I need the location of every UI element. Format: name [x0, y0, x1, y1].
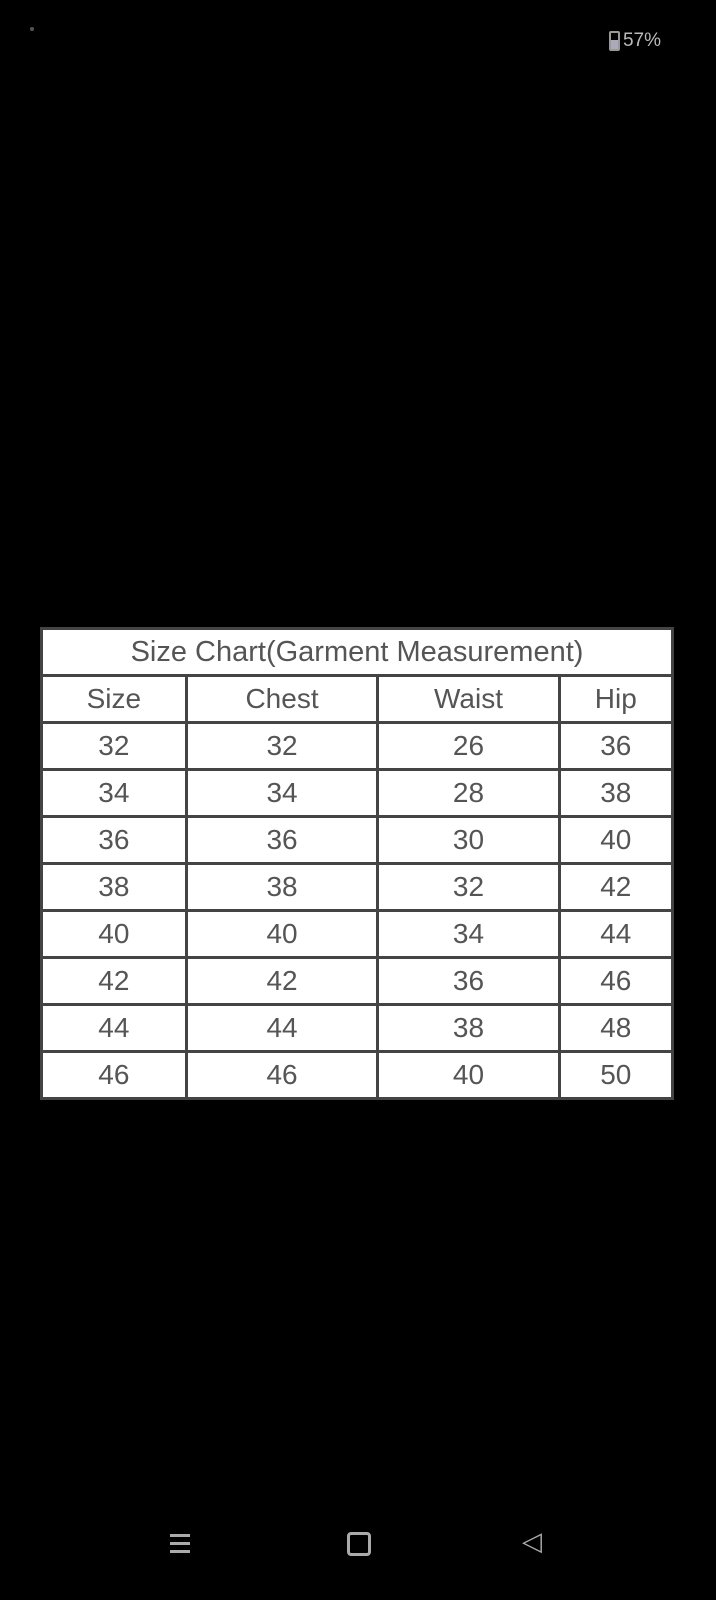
header-waist: Waist	[376, 674, 561, 724]
cell-chest: 46	[184, 1050, 380, 1100]
cell-chest: 42	[184, 956, 380, 1006]
cell-waist: 32	[376, 862, 561, 912]
cell-waist: 28	[376, 768, 561, 818]
cell-size: 40	[40, 909, 188, 959]
cell-chest: 38	[184, 862, 380, 912]
cell-size: 44	[40, 1003, 188, 1053]
table-row: 44 44 38 48	[40, 1003, 675, 1053]
cell-size: 46	[40, 1050, 188, 1100]
header-size: Size	[40, 674, 188, 724]
menu-icon[interactable]	[170, 1530, 190, 1553]
cell-size: 42	[40, 956, 188, 1006]
table-row: 46 46 40 50	[40, 1050, 675, 1100]
cell-chest: 44	[184, 1003, 380, 1053]
navigation-bar: ◁	[0, 1526, 716, 1560]
cell-size: 34	[40, 768, 188, 818]
table-title: Size Chart(Garment Measurement)	[40, 627, 674, 677]
cell-hip: 48	[557, 1003, 675, 1053]
cell-size: 32	[40, 721, 188, 771]
cell-waist: 26	[376, 721, 561, 771]
home-icon[interactable]	[347, 1532, 371, 1556]
cell-waist: 40	[376, 1050, 561, 1100]
cell-size: 38	[40, 862, 188, 912]
cell-hip: 36	[557, 721, 675, 771]
cell-chest: 36	[184, 815, 380, 865]
table-row: 32 32 26 36	[40, 721, 675, 771]
table-row: 36 36 30 40	[40, 815, 675, 865]
cell-hip: 44	[557, 909, 675, 959]
cell-hip: 50	[557, 1050, 675, 1100]
battery-level: 57%	[622, 30, 661, 51]
cell-hip: 38	[557, 768, 675, 818]
header-chest: Chest	[184, 674, 380, 724]
table-row: 42 42 36 46	[40, 956, 675, 1006]
table-row: 38 38 32 42	[40, 862, 675, 912]
header-hip: Hip	[557, 674, 675, 724]
cell-hip: 40	[557, 815, 675, 865]
back-icon[interactable]: ◁	[522, 1526, 542, 1556]
battery-icon	[608, 31, 620, 51]
cell-waist: 38	[376, 1003, 561, 1053]
cell-chest: 32	[184, 721, 380, 771]
notification-dot	[30, 27, 34, 31]
cell-chest: 34	[184, 768, 380, 818]
size-chart-table: Size Chart(Garment Measurement) Size Che…	[40, 627, 675, 1100]
status-bar: 57%	[608, 30, 661, 52]
header-row: Size Chest Waist Hip	[40, 674, 675, 724]
cell-hip: 46	[557, 956, 675, 1006]
table-row: 34 34 28 38	[40, 768, 675, 818]
table-row: 40 40 34 44	[40, 909, 675, 959]
cell-chest: 40	[184, 909, 380, 959]
cell-waist: 34	[376, 909, 561, 959]
cell-size: 36	[40, 815, 188, 865]
cell-waist: 36	[376, 956, 561, 1006]
cell-waist: 30	[376, 815, 561, 865]
cell-hip: 42	[557, 862, 675, 912]
